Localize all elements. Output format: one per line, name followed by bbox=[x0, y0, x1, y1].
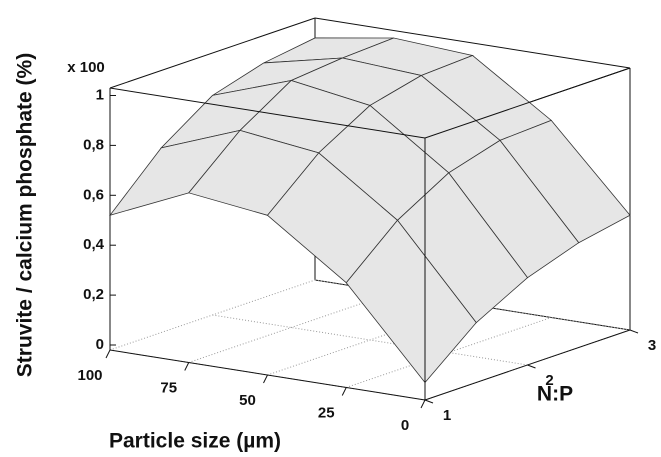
x-axis-title: Particle size (µm) bbox=[109, 430, 281, 453]
box-edge bbox=[314, 17, 631, 69]
z-multiplier: x 100 bbox=[67, 59, 105, 76]
z-tick-label: 1 bbox=[96, 86, 104, 103]
z-tick-label: 0,6 bbox=[83, 186, 104, 203]
z-tick-label: 0,4 bbox=[83, 236, 105, 253]
z-tick-label: 0 bbox=[96, 336, 104, 353]
x-tick bbox=[420, 399, 426, 409]
y-tick-label: 1 bbox=[443, 407, 451, 424]
x-tick bbox=[105, 349, 111, 359]
x-tick bbox=[341, 387, 347, 396]
x-tick bbox=[184, 362, 190, 371]
y-tick bbox=[527, 364, 536, 369]
x-tick bbox=[263, 374, 268, 384]
box-edge bbox=[109, 17, 316, 89]
x-tick-label: 75 bbox=[160, 379, 177, 396]
z-tick-label: 0,8 bbox=[83, 136, 104, 153]
y-axis-title: N:P bbox=[537, 383, 573, 406]
x-tick-label: 0 bbox=[401, 417, 409, 434]
y-tick-label: 3 bbox=[648, 337, 656, 354]
y-tick-label: 2 bbox=[545, 372, 553, 389]
y-tick bbox=[424, 399, 434, 404]
grid-line bbox=[188, 292, 394, 363]
x-tick-label: 100 bbox=[77, 367, 102, 384]
surface-patch bbox=[345, 219, 477, 384]
z-tick-label: 0,2 bbox=[83, 286, 104, 303]
box-edge bbox=[424, 67, 631, 139]
z-axis-title: Struvite / calcium phosphate (%) bbox=[14, 53, 37, 377]
grid-line bbox=[212, 314, 528, 366]
y-tick bbox=[629, 329, 639, 334]
box-edge bbox=[109, 87, 426, 139]
x-tick-label: 50 bbox=[239, 392, 256, 409]
x-tick-label: 25 bbox=[318, 404, 335, 421]
